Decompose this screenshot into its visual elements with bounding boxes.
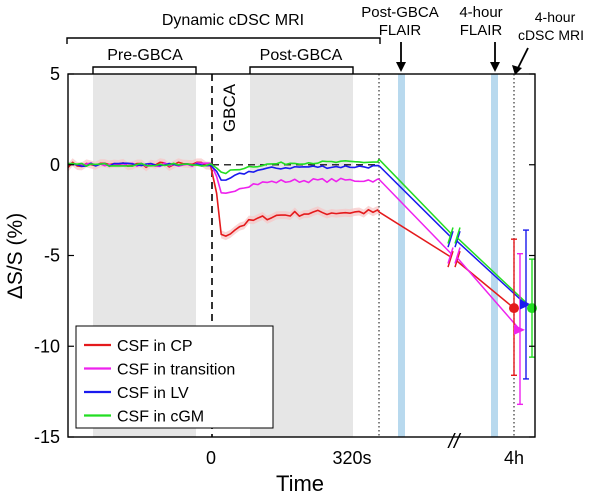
y-tick-label-4: -15 bbox=[34, 427, 60, 447]
series-break-b-transition bbox=[454, 247, 461, 264]
series-line-cgm bbox=[67, 158, 380, 175]
post-gbca-label: Post-GBCA bbox=[260, 47, 343, 64]
pre-gbca-label: Pre-GBCA bbox=[107, 47, 183, 64]
series-connector-a-cp bbox=[378, 211, 452, 258]
legend-label-transition: CSF in transition bbox=[117, 362, 235, 379]
post-gbca-bracket bbox=[249, 66, 354, 74]
y-axis-title: ΔS/S (%) bbox=[4, 213, 27, 299]
cdsc-4h-arrowhead bbox=[512, 65, 522, 75]
series-connector-a-cgm bbox=[378, 158, 452, 235]
legend-label-cp: CSF in CP bbox=[117, 338, 193, 355]
series-break-b-cgm bbox=[454, 227, 461, 244]
post-flair-label-line1: Post-GBCA bbox=[361, 4, 439, 21]
legend-items: CSF in CP CSF in transition CSF in LV CSF i… bbox=[84, 338, 235, 426]
y-tick-label-1: 0 bbox=[50, 155, 60, 175]
series-break-a-cp bbox=[447, 250, 454, 268]
series-break-a-transition bbox=[447, 247, 454, 264]
flair-4h-band bbox=[491, 74, 498, 437]
series-line-lv bbox=[67, 162, 380, 181]
pre-gbca-bracket bbox=[92, 66, 197, 74]
legend: CSF in CP CSF in transition CSF in LV CSF i… bbox=[75, 325, 274, 429]
x-axis-title: Time bbox=[276, 471, 324, 496]
y-tick-label-2: -5 bbox=[44, 246, 60, 266]
series-break-b-lv bbox=[454, 230, 461, 248]
series-break-a-lv bbox=[447, 230, 454, 248]
series-connector-a-transition bbox=[378, 178, 452, 255]
cdsc-4h-label-line1: 4-hour bbox=[535, 9, 576, 25]
final-marker-transition bbox=[514, 324, 525, 335]
legend-box bbox=[75, 325, 274, 429]
dynamic-bracket-label: Dynamic cDSC MRI bbox=[162, 12, 304, 29]
legend-label-lv: CSF in LV bbox=[117, 385, 189, 402]
flair-4h-label-line1: 4-hour bbox=[459, 4, 502, 21]
flair-4h-arrowhead bbox=[490, 62, 500, 72]
y-tick-label-3: -10 bbox=[34, 336, 60, 356]
post-flair-arrowhead bbox=[396, 62, 406, 72]
gbca-label: GBCA bbox=[220, 83, 239, 132]
x-tick-label-4h: 4h bbox=[504, 448, 524, 468]
dynamic-bracket bbox=[66, 37, 381, 44]
series-break-a-cgm bbox=[447, 227, 454, 244]
marker-layer bbox=[509, 299, 537, 335]
post-flair-label-line2: FLAIR bbox=[379, 22, 422, 39]
cdsc-4h-arrow bbox=[517, 47, 529, 69]
post-flair-band bbox=[398, 74, 405, 437]
series-connector-a-lv bbox=[378, 165, 452, 238]
series-connector-b-transition bbox=[456, 257, 521, 331]
cdsc-4h-label-line2: cDSC MRI bbox=[518, 27, 584, 43]
flair-4h-label-line2: FLAIR bbox=[460, 22, 503, 39]
axis-break-mark: // bbox=[446, 431, 462, 453]
x-tick-label-0: 0 bbox=[206, 448, 216, 468]
legend-label-cgm: CSF in cGM bbox=[117, 409, 204, 426]
x-tick-label-320s: 320s bbox=[332, 448, 371, 468]
y-axis: 5 0 -5 -10 -15 bbox=[34, 64, 535, 447]
y-tick-label-0: 5 bbox=[50, 64, 60, 84]
final-marker-cp bbox=[509, 303, 519, 314]
final-marker-lv bbox=[520, 299, 531, 310]
series-band-cp bbox=[68, 158, 379, 241]
